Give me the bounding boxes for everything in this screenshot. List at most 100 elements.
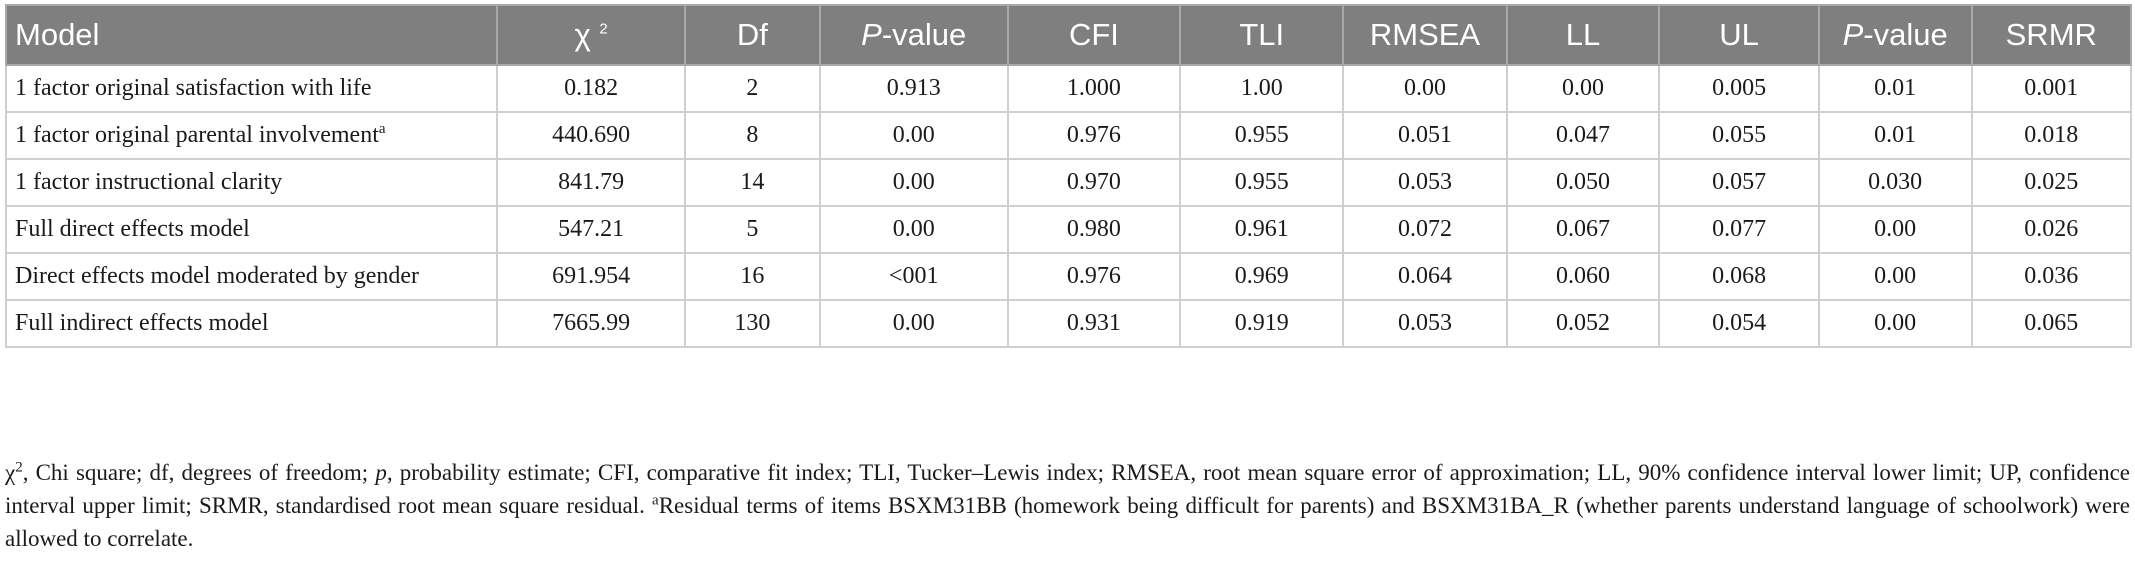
cell-cfi: 0.980 [1006,205,1182,254]
header-model: Model [4,4,499,66]
model-name: Direct effects model moderated by gender [15,263,420,289]
cell-chi: 7665.99 [496,299,687,348]
cell-ul: 0.077 [1658,205,1820,254]
cell-srmr: 0.026 [1970,205,2133,254]
cell-model: Full indirect effects model [4,299,499,348]
cell-ul: 0.054 [1658,299,1820,348]
p-italic: P [1842,17,1864,52]
cell-chi: 440.690 [496,111,687,160]
cell-df: 16 [684,252,821,301]
cell-rmsea: 0.064 [1342,252,1508,301]
cell-ul: 0.068 [1658,252,1820,301]
cell-srmr: 0.036 [1970,252,2133,301]
cell-df: 8 [684,111,821,160]
cell-p2: 0.030 [1817,158,1973,207]
cell-p2: 0.00 [1817,205,1973,254]
footnote-text-3: Residual terms of items BSXM31BB (homewo… [5,493,2130,551]
model-footnote-marker: a [378,121,386,137]
p-italic: P [861,17,882,52]
table-body: 1 factor original satisfaction with life… [4,64,2133,348]
cell-ll: 0.00 [1505,64,1661,113]
header-ul: UL [1658,4,1820,66]
cell-df: 130 [684,299,821,348]
cell-p: 0.913 [818,64,1009,113]
header-chi-square: χ 2 [496,4,687,66]
cell-rmsea: 0.00 [1342,64,1508,113]
cell-df: 2 [684,64,821,113]
cell-ll: 0.050 [1505,158,1661,207]
cell-srmr: 0.025 [1970,158,2133,207]
cell-model: Full direct effects model [4,205,499,254]
model-name: 1 factor original satisfaction with life [15,75,372,101]
cell-cfi: 0.931 [1006,299,1182,348]
footnote-chi-symbol: χ [5,460,16,485]
table-footnote: χ2, Chi square; df, degrees of freedom; … [5,456,2130,555]
table-row: Direct effects model moderated by gender… [4,252,2133,301]
cell-chi: 0.182 [496,64,687,113]
header-p-value: P-value [818,4,1009,66]
cell-ll: 0.060 [1505,252,1661,301]
table-row: 1 factor instructional clarity 841.79 14 0.… [4,158,2133,207]
cell-tli: 0.955 [1179,158,1345,207]
cell-cfi: 0.976 [1006,252,1182,301]
cell-tli: 0.969 [1179,252,1345,301]
cell-p2: 0.00 [1817,299,1973,348]
cell-ll: 0.067 [1505,205,1661,254]
cell-p2: 0.01 [1817,111,1973,160]
header-srmr: SRMR [1970,4,2133,66]
header-rmsea: RMSEA [1342,4,1508,66]
cell-tli: 0.955 [1179,111,1345,160]
cell-p: 0.00 [818,111,1009,160]
cell-p2: 0.00 [1817,252,1973,301]
table-row: Full indirect effects model 7665.99 130 0.0… [4,299,2133,348]
cell-srmr: 0.018 [1970,111,2133,160]
p-suffix: -value [1863,17,1948,52]
cell-ul: 0.057 [1658,158,1820,207]
cell-model: 1 factor instructional clarity [4,158,499,207]
cell-ul: 0.055 [1658,111,1820,160]
cell-p: 0.00 [818,299,1009,348]
table-row: 1 factor original satisfaction with life… [4,64,2133,113]
model-name: Full indirect effects model [15,310,269,336]
header-df: Df [684,4,821,66]
cell-p: 0.00 [818,158,1009,207]
cell-srmr: 0.001 [1970,64,2133,113]
header-ll: LL [1505,4,1661,66]
cell-chi: 841.79 [496,158,687,207]
cell-ul: 0.005 [1658,64,1820,113]
model-name: 1 factor original parental involvement [15,122,379,148]
cell-df: 5 [684,205,821,254]
cell-rmsea: 0.072 [1342,205,1508,254]
cell-srmr: 0.065 [1970,299,2133,348]
table-row: 1 factor original parental involvementa 4… [4,111,2133,160]
cell-tli: 0.961 [1179,205,1345,254]
cell-rmsea: 0.053 [1342,158,1508,207]
header-row: Model χ 2 Df P-value CFI TLI RMSEA LL UL… [4,4,2133,66]
model-name: Full direct effects model [15,216,250,242]
header-tli: TLI [1179,4,1345,66]
cell-rmsea: 0.051 [1342,111,1508,160]
footnote-chi-superscript: 2 [15,459,23,476]
chi-symbol: χ [574,17,591,52]
p-suffix: -value [881,17,967,52]
footnote-a-superscript: a [652,492,659,509]
model-fit-table: Model χ 2 Df P-value CFI TLI RMSEA LL UL… [4,4,2133,348]
cell-ll: 0.047 [1505,111,1661,160]
model-fit-table-container: Model χ 2 Df P-value CFI TLI RMSEA LL UL… [4,4,2133,348]
cell-model: Direct effects model moderated by gender [4,252,499,301]
cell-cfi: 0.970 [1006,158,1182,207]
cell-p2: 0.01 [1817,64,1973,113]
cell-cfi: 1.000 [1006,64,1182,113]
cell-chi: 547.21 [496,205,687,254]
cell-chi: 691.954 [496,252,687,301]
cell-cfi: 0.976 [1006,111,1182,160]
cell-rmsea: 0.053 [1342,299,1508,348]
table-row: Full direct effects model 547.21 5 0.00 0.98… [4,205,2133,254]
footnote-text-1: , Chi square; df, degrees of freedom; [22,460,376,485]
cell-tli: 0.919 [1179,299,1345,348]
cell-df: 14 [684,158,821,207]
cell-tli: 1.00 [1179,64,1345,113]
header-cfi: CFI [1006,4,1182,66]
header-p-value-2: P-value [1817,4,1973,66]
cell-model: 1 factor original parental involvementa [4,111,499,160]
